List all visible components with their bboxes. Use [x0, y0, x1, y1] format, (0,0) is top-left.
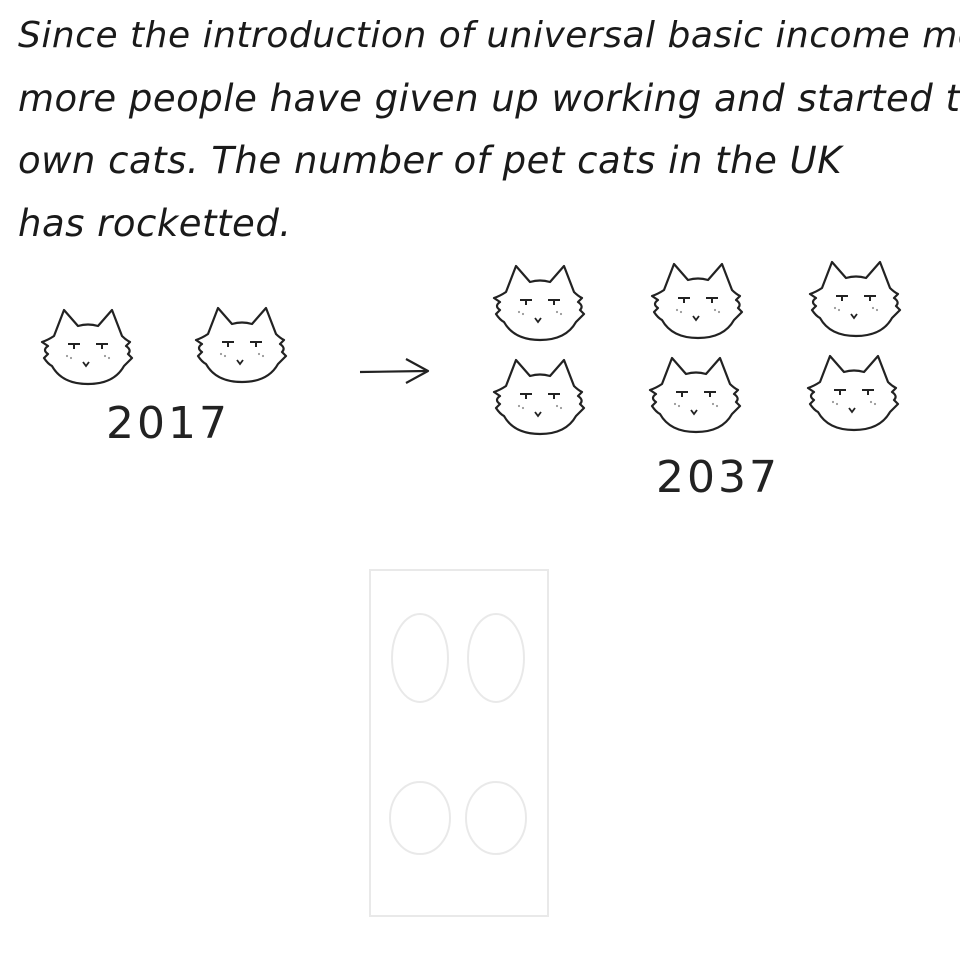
year-label-2017: 2017 [106, 398, 230, 449]
cat-face-icon [188, 304, 296, 388]
cat-face-icon [34, 306, 142, 390]
cat-face-icon [642, 354, 750, 438]
year-label-2037: 2037 [656, 452, 780, 503]
cat-face-icon [486, 356, 594, 440]
cat-face-icon [800, 352, 908, 436]
right-arrow-icon [359, 358, 430, 384]
caption-line-3: own cats. The number of pet cats in the … [18, 139, 842, 182]
cat-face-icon [644, 260, 752, 344]
caption-line-1: Since the introduction of universal basi… [18, 15, 960, 56]
cat-face-icon [802, 258, 910, 342]
caption-line-2: more people have given up working and st… [18, 77, 960, 120]
faint-bleedthrough-sketch [369, 569, 549, 917]
cat-face-icon [486, 262, 594, 346]
caption-line-4: has rocketted. [18, 202, 292, 245]
